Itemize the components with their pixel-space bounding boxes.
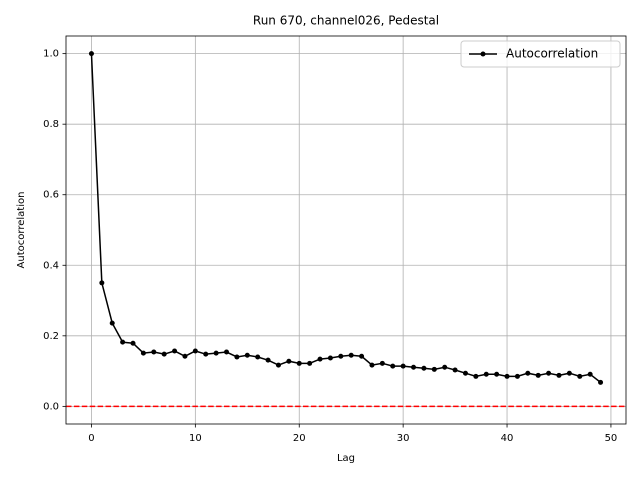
data-point xyxy=(525,370,531,376)
data-point xyxy=(400,363,406,369)
data-point xyxy=(88,51,94,57)
data-point xyxy=(546,370,552,376)
data-point xyxy=(556,372,562,378)
data-point xyxy=(566,370,572,376)
data-point xyxy=(192,348,198,354)
data-point xyxy=(265,357,271,363)
data-point xyxy=(234,354,240,360)
data-point xyxy=(504,373,510,379)
data-point xyxy=(244,352,250,358)
legend-label: Autocorrelation xyxy=(506,47,598,61)
x-tick-label: 50 xyxy=(605,433,618,444)
data-point xyxy=(224,349,230,355)
data-point xyxy=(421,365,427,371)
legend-marker xyxy=(480,51,486,57)
data-point xyxy=(99,280,105,286)
data-point xyxy=(120,339,126,345)
data-point xyxy=(494,371,500,377)
data-point xyxy=(359,353,365,359)
data-point xyxy=(514,373,520,379)
data-point xyxy=(411,364,417,370)
data-point xyxy=(172,348,178,354)
data-point xyxy=(587,371,593,377)
data-point xyxy=(203,351,209,357)
y-tick-label: 0.0 xyxy=(43,401,59,412)
data-point xyxy=(307,360,313,366)
x-tick-label: 10 xyxy=(189,433,202,444)
y-tick-label: 0.6 xyxy=(43,190,59,201)
y-tick-label: 0.8 xyxy=(43,119,59,130)
data-point xyxy=(151,349,157,355)
plot-frame xyxy=(65,35,627,425)
data-point xyxy=(161,351,167,357)
data-point xyxy=(598,379,604,385)
data-point xyxy=(338,353,344,359)
data-point xyxy=(182,353,188,359)
data-point xyxy=(327,355,333,361)
data-point xyxy=(473,373,479,379)
y-tick-label: 0.4 xyxy=(43,260,59,271)
data-point xyxy=(452,367,458,373)
y-tick-label: 0.2 xyxy=(43,331,59,342)
data-point xyxy=(369,362,375,368)
data-point xyxy=(275,362,281,368)
data-point xyxy=(109,320,115,326)
x-axis-label: Lag xyxy=(337,453,355,464)
data-point xyxy=(442,364,448,370)
data-point xyxy=(286,358,292,364)
x-tick-label: 40 xyxy=(501,433,514,444)
data-point xyxy=(431,366,437,372)
chart-title: Run 670, channel026, Pedestal xyxy=(253,14,439,28)
x-tick-label: 0 xyxy=(88,433,94,444)
data-point xyxy=(130,340,136,346)
data-point xyxy=(296,360,302,366)
data-point xyxy=(535,372,541,378)
data-point xyxy=(348,352,354,358)
x-tick-label: 30 xyxy=(397,433,410,444)
y-tick-label: 1.0 xyxy=(43,49,59,60)
data-point xyxy=(213,350,219,356)
data-point xyxy=(255,354,261,360)
data-point xyxy=(140,350,146,356)
data-point xyxy=(577,373,583,379)
legend-box xyxy=(460,40,621,68)
data-point xyxy=(317,356,323,362)
data-point xyxy=(390,363,396,369)
data-point xyxy=(462,370,468,376)
x-tick-label: 20 xyxy=(293,433,306,444)
data-point xyxy=(483,371,489,377)
y-axis-label: Autocorrelation xyxy=(16,192,27,269)
data-point xyxy=(379,360,385,366)
